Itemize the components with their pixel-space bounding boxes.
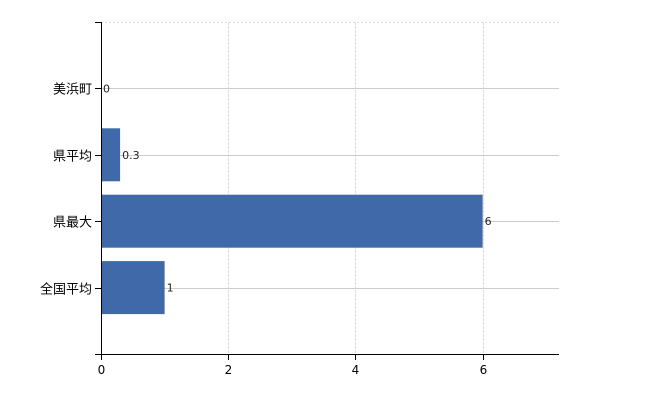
y-tick-label: 県最大	[53, 216, 92, 231]
bar	[101, 261, 165, 315]
y-tick-label: 美浜町	[53, 83, 92, 98]
x-tick-label: 6	[480, 363, 488, 377]
x-tick-label: 0	[98, 363, 106, 377]
y-tick-label: 全国平均	[40, 282, 92, 298]
bar	[101, 128, 121, 182]
x-tick-label: 2	[225, 363, 233, 377]
x-tick-label: 4	[352, 363, 360, 377]
bar	[101, 194, 483, 248]
data-label: 0	[103, 82, 110, 95]
y-tick-label: 県平均	[53, 150, 92, 165]
data-label: 6	[485, 215, 492, 228]
data-label: 0.3	[122, 149, 140, 162]
data-label: 1	[167, 282, 174, 295]
